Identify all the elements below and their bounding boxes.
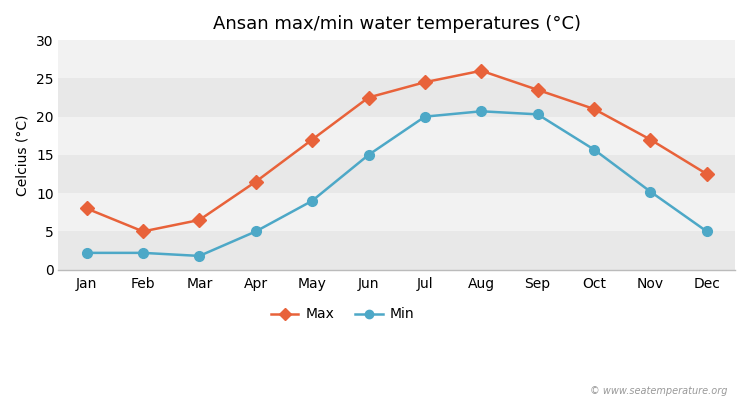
- Max: [533, 88, 542, 92]
- Max: [590, 106, 598, 111]
- Max: [364, 95, 373, 100]
- Bar: [58, 40, 735, 78]
- Min: [533, 112, 542, 117]
- Bar: [58, 117, 735, 155]
- Max: [195, 218, 204, 222]
- Min: [82, 250, 91, 255]
- Min: [195, 254, 204, 258]
- Max: [82, 206, 91, 211]
- Bar: [58, 155, 735, 193]
- Bar: [58, 193, 735, 232]
- Max: [421, 80, 430, 85]
- Text: © www.seatemperature.org: © www.seatemperature.org: [590, 386, 728, 396]
- Max: [702, 172, 711, 176]
- Min: [139, 250, 148, 255]
- Min: [421, 114, 430, 119]
- Max: [308, 137, 316, 142]
- Y-axis label: Celcius (°C): Celcius (°C): [15, 114, 29, 196]
- Bar: [58, 78, 735, 117]
- Legend: Max, Min: Max, Min: [266, 302, 420, 327]
- Max: [251, 179, 260, 184]
- Min: [477, 109, 486, 114]
- Title: Ansan max/min water temperatures (°C): Ansan max/min water temperatures (°C): [213, 15, 580, 33]
- Max: [477, 68, 486, 73]
- Min: [251, 229, 260, 234]
- Min: [364, 152, 373, 157]
- Bar: [58, 232, 735, 270]
- Min: [308, 198, 316, 203]
- Line: Min: Min: [82, 106, 712, 261]
- Max: [646, 137, 655, 142]
- Min: [646, 189, 655, 194]
- Line: Max: Max: [82, 66, 712, 236]
- Min: [590, 147, 598, 152]
- Max: [139, 229, 148, 234]
- Min: [702, 229, 711, 234]
